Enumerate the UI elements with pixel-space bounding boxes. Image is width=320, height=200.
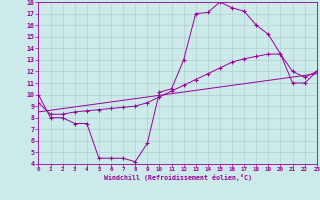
X-axis label: Windchill (Refroidissement éolien,°C): Windchill (Refroidissement éolien,°C) <box>104 174 252 181</box>
